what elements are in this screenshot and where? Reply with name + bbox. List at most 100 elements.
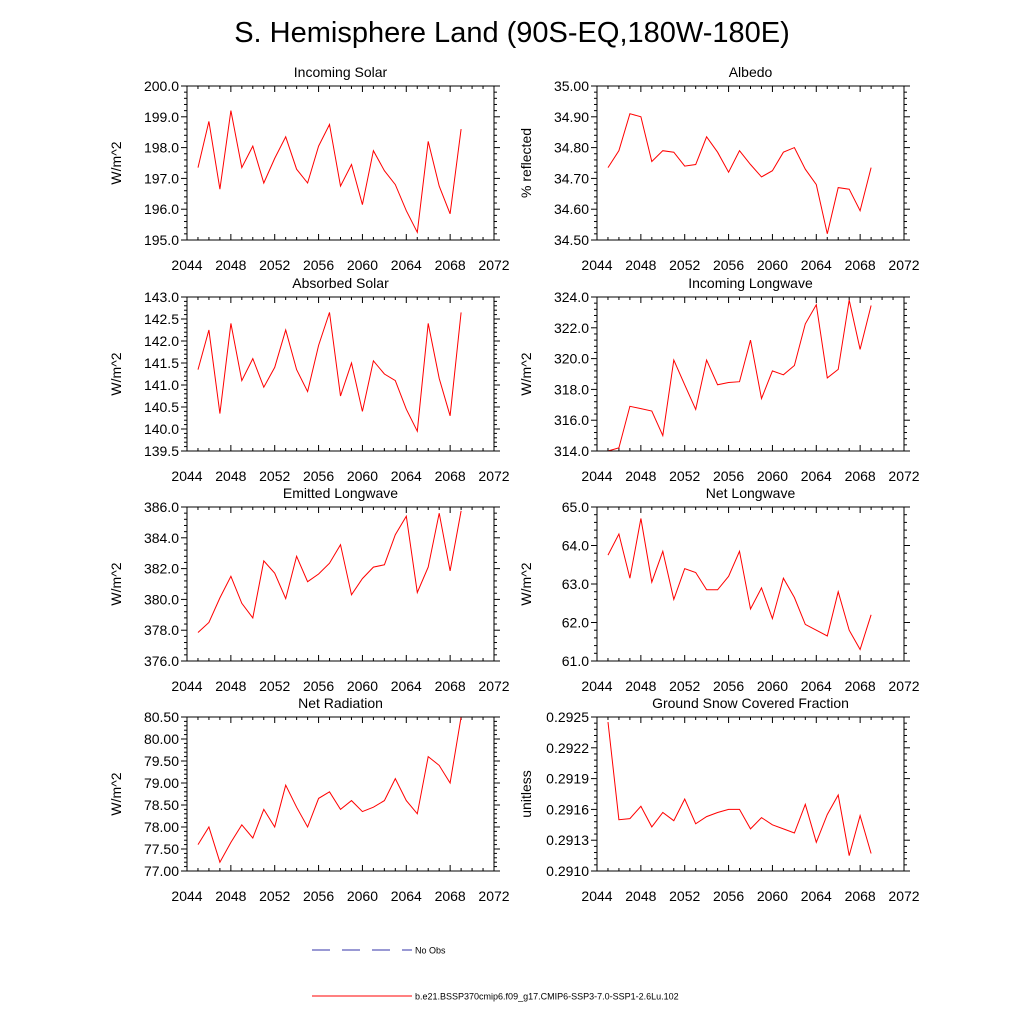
y-axis-label: W/m^2 bbox=[108, 141, 124, 184]
x-tick-label: 2060 bbox=[757, 257, 788, 273]
y-tick-label: 77.00 bbox=[144, 863, 179, 879]
chart-title: Incoming Longwave bbox=[688, 275, 813, 291]
series-line bbox=[197, 110, 462, 234]
x-tick-label: 2052 bbox=[259, 678, 290, 694]
y-tick-label: 143.0 bbox=[144, 289, 179, 305]
x-tick-label: 2044 bbox=[581, 257, 612, 273]
chart-title: Net Radiation bbox=[298, 695, 383, 711]
x-tick-label: 2060 bbox=[757, 888, 788, 904]
x-tick-label: 2068 bbox=[845, 888, 876, 904]
y-tick-label: 199.0 bbox=[144, 109, 179, 125]
x-tick-label: 2052 bbox=[259, 468, 290, 484]
chart-panel: Albedo % reflected 2044 2048 2052 2056 2060 206… bbox=[518, 64, 920, 273]
chart-panel: Ground Snow Covered Fraction unitless 2044… bbox=[518, 695, 920, 904]
y-tick-label: 79.00 bbox=[144, 775, 179, 791]
x-tick-label: 2044 bbox=[171, 257, 202, 273]
y-tick-label: 382.0 bbox=[144, 561, 179, 577]
x-tick-label: 2072 bbox=[478, 468, 509, 484]
y-tick-label: 0.2925 bbox=[546, 709, 589, 725]
chart-title: Incoming Solar bbox=[294, 64, 388, 80]
x-tick-label: 2060 bbox=[347, 257, 378, 273]
x-tick-label: 2044 bbox=[171, 678, 202, 694]
x-tick-label: 2072 bbox=[888, 257, 919, 273]
x-tick-label: 2044 bbox=[581, 678, 612, 694]
series-line bbox=[197, 716, 462, 864]
y-tick-label: 80.50 bbox=[144, 709, 179, 725]
x-tick-label: 2064 bbox=[801, 468, 832, 484]
x-tick-label: 2060 bbox=[757, 468, 788, 484]
y-tick-label: 314.0 bbox=[554, 443, 589, 459]
x-tick-label: 2048 bbox=[625, 257, 656, 273]
y-tick-label: 195.0 bbox=[144, 232, 179, 248]
chart-title: Absorbed Solar bbox=[292, 275, 389, 291]
x-tick-label: 2060 bbox=[347, 678, 378, 694]
y-axis-label: W/m^2 bbox=[108, 772, 124, 815]
y-tick-label: 378.0 bbox=[144, 622, 179, 638]
series-line bbox=[607, 113, 872, 234]
y-tick-label: 61.0 bbox=[562, 653, 589, 669]
x-tick-label: 2048 bbox=[625, 888, 656, 904]
x-tick-label: 2056 bbox=[303, 257, 334, 273]
page-title: S. Hemisphere Land (90S-EQ,180W-180E) bbox=[234, 17, 790, 49]
y-tick-label: 196.0 bbox=[144, 201, 179, 217]
y-tick-label: 0.2916 bbox=[546, 801, 589, 817]
x-tick-label: 2056 bbox=[303, 678, 334, 694]
y-tick-label: 34.50 bbox=[554, 232, 589, 248]
y-tick-label: 384.0 bbox=[144, 530, 179, 546]
x-tick-label: 2048 bbox=[215, 888, 246, 904]
y-tick-label: 34.70 bbox=[554, 170, 589, 186]
x-tick-label: 2044 bbox=[581, 468, 612, 484]
legend-obs-label: No Obs bbox=[415, 946, 446, 956]
y-tick-label: 322.0 bbox=[554, 320, 589, 336]
plot-frame bbox=[186, 716, 495, 872]
y-tick-label: 198.0 bbox=[144, 140, 179, 156]
x-tick-label: 2072 bbox=[888, 888, 919, 904]
y-tick-label: 35.00 bbox=[554, 78, 589, 94]
y-tick-label: 380.0 bbox=[144, 591, 179, 607]
plot-frame bbox=[186, 296, 495, 452]
y-tick-label: 34.60 bbox=[554, 201, 589, 217]
x-tick-label: 2064 bbox=[801, 678, 832, 694]
y-tick-label: 197.0 bbox=[144, 170, 179, 186]
x-tick-label: 2052 bbox=[259, 888, 290, 904]
y-tick-label: 141.0 bbox=[144, 377, 179, 393]
x-tick-label: 2064 bbox=[391, 888, 422, 904]
x-tick-label: 2044 bbox=[171, 888, 202, 904]
y-tick-label: 0.2910 bbox=[546, 863, 589, 879]
x-tick-label: 2048 bbox=[215, 678, 246, 694]
plot-frame bbox=[186, 85, 495, 241]
series-line bbox=[607, 299, 872, 452]
y-tick-label: 0.2919 bbox=[546, 771, 589, 787]
chart-panel: Absorbed Solar W/m^2 2044 2048 2052 2056 2060 2… bbox=[108, 275, 510, 484]
plot-frame bbox=[596, 716, 905, 872]
y-tick-label: 77.50 bbox=[144, 841, 179, 857]
x-tick-label: 2064 bbox=[391, 257, 422, 273]
chart-panel: Net Longwave W/m^2 2044 2048 2052 2056 2060 206… bbox=[518, 485, 920, 694]
y-tick-label: 34.90 bbox=[554, 109, 589, 125]
chart-title: Net Longwave bbox=[706, 485, 796, 501]
x-tick-label: 2044 bbox=[171, 468, 202, 484]
plot-frame bbox=[596, 506, 905, 662]
x-tick-label: 2052 bbox=[669, 888, 700, 904]
y-tick-label: 200.0 bbox=[144, 78, 179, 94]
y-axis-label: % reflected bbox=[518, 128, 534, 198]
y-tick-label: 324.0 bbox=[554, 289, 589, 305]
y-tick-label: 142.0 bbox=[144, 333, 179, 349]
y-axis-label: W/m^2 bbox=[108, 352, 124, 395]
y-tick-label: 318.0 bbox=[554, 381, 589, 397]
y-tick-label: 386.0 bbox=[144, 499, 179, 515]
y-tick-label: 62.0 bbox=[562, 615, 589, 631]
x-tick-label: 2052 bbox=[259, 257, 290, 273]
plot-frame bbox=[596, 296, 905, 452]
x-tick-label: 2048 bbox=[625, 678, 656, 694]
y-tick-label: 34.80 bbox=[554, 140, 589, 156]
y-tick-label: 376.0 bbox=[144, 653, 179, 669]
x-tick-label: 2048 bbox=[625, 468, 656, 484]
x-tick-label: 2056 bbox=[713, 257, 744, 273]
x-tick-label: 2068 bbox=[845, 678, 876, 694]
x-tick-label: 2048 bbox=[215, 468, 246, 484]
y-tick-label: 0.2913 bbox=[546, 832, 589, 848]
x-tick-label: 2056 bbox=[713, 888, 744, 904]
x-tick-label: 2056 bbox=[713, 468, 744, 484]
